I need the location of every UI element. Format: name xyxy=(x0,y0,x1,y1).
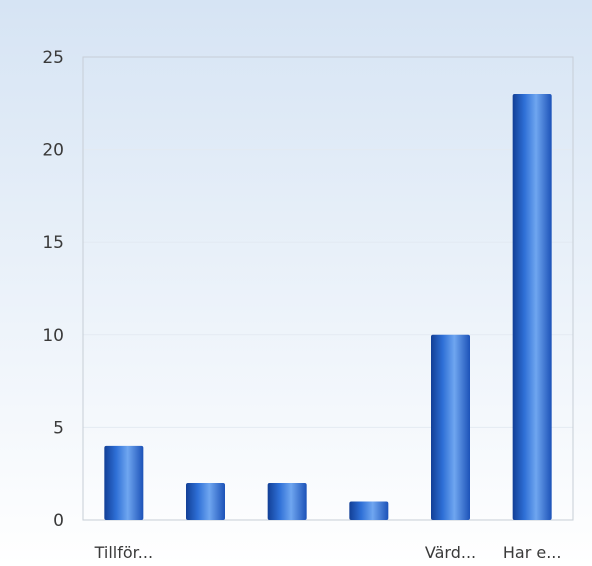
plot-area-border xyxy=(82,56,574,521)
y-tick-label: 5 xyxy=(53,418,64,438)
bar[interactable] xyxy=(512,94,552,520)
bar[interactable] xyxy=(104,445,144,520)
bar-layer xyxy=(104,94,552,520)
bar[interactable] xyxy=(186,482,225,520)
y-axis-tick-labels: 0 5 10 15 20 25 xyxy=(42,48,64,531)
x-axis-category-labels: Tillför... Värd... Har e... xyxy=(94,543,562,562)
x-category-label: Värd... xyxy=(425,543,476,562)
bar[interactable] xyxy=(267,482,307,520)
y-tick-label: 10 xyxy=(42,326,64,346)
x-category-label: Har e... xyxy=(503,543,562,562)
y-tick-label: 25 xyxy=(42,48,64,68)
bar[interactable] xyxy=(431,334,470,520)
bar[interactable] xyxy=(349,501,389,520)
y-tick-label: 15 xyxy=(42,233,64,253)
y-tick-label: 0 xyxy=(53,511,64,531)
x-category-label: Tillför... xyxy=(94,543,153,562)
y-tick-label: 20 xyxy=(42,141,64,161)
